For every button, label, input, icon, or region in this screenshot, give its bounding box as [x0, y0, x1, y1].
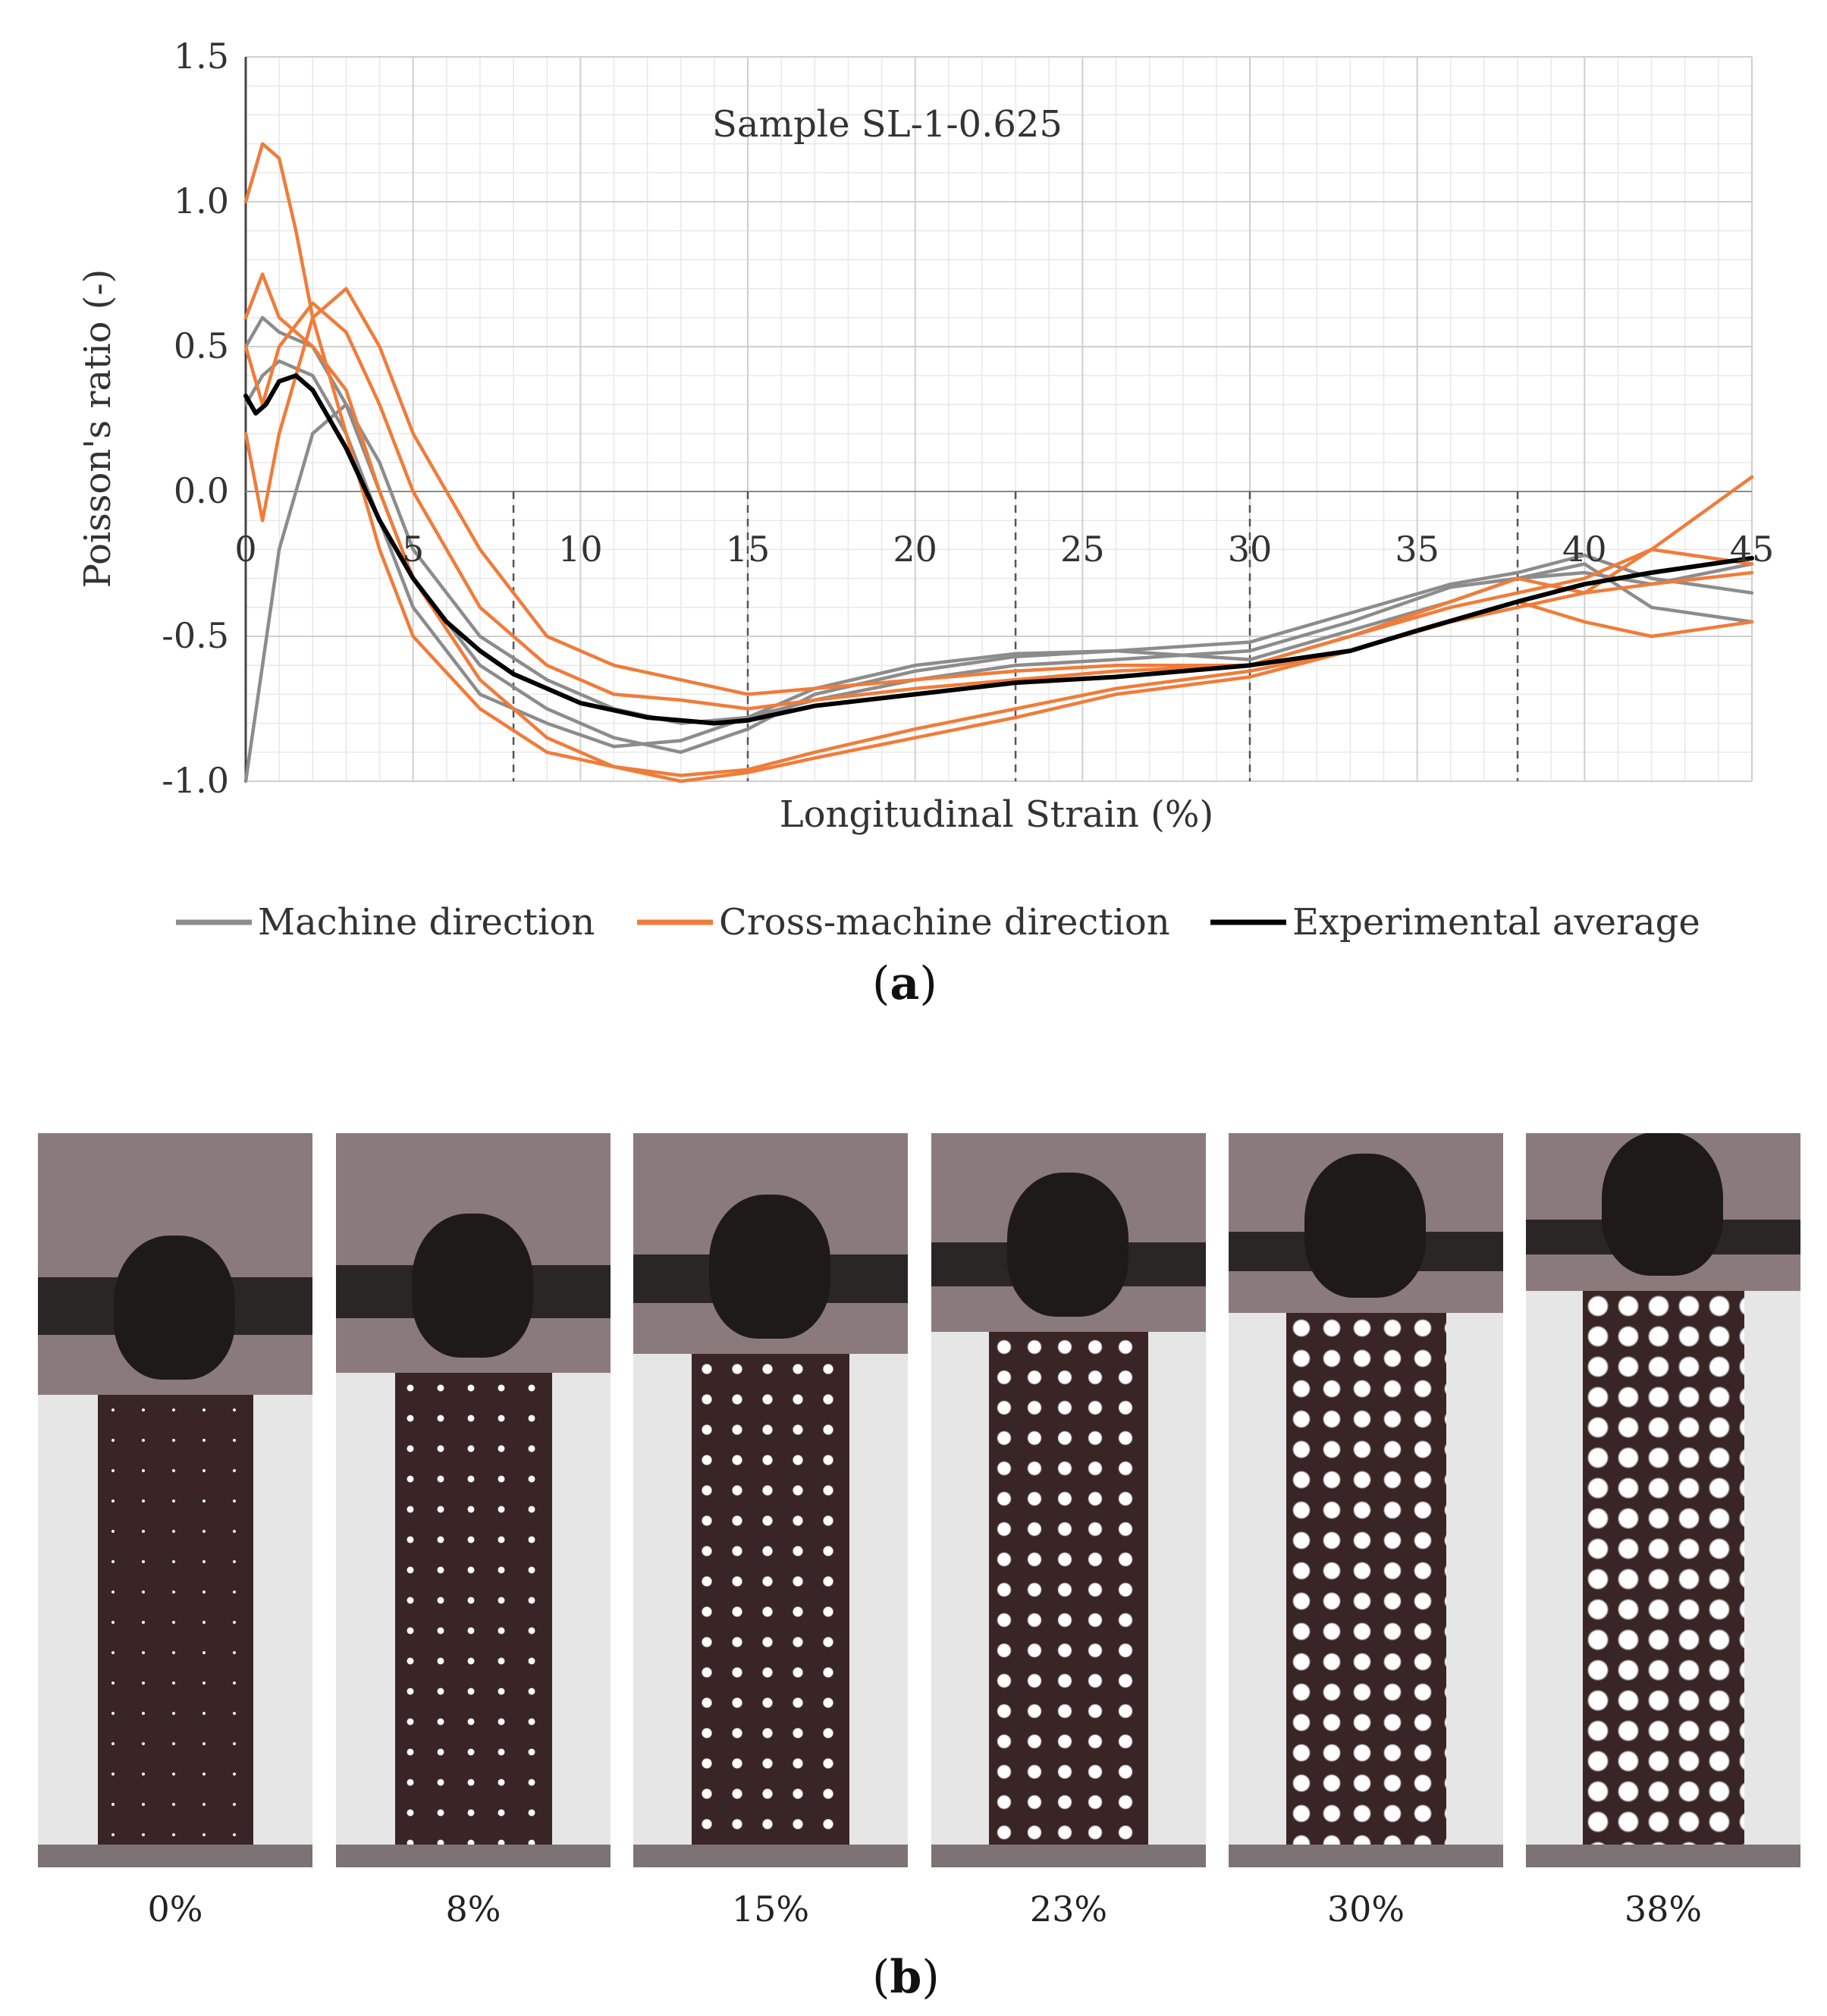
y-tick-label: 0.0	[174, 470, 229, 511]
series-line-cross-5	[243, 287, 1754, 696]
specimen-photo	[633, 1133, 908, 1867]
x-tick-label: 40	[1562, 529, 1607, 570]
photo-strain-caption: 38%	[1624, 1889, 1703, 1930]
photo-strain-caption: 30%	[1326, 1889, 1405, 1930]
legend-label-average: Experimental average	[1292, 901, 1700, 944]
auxetic-specimen	[1286, 1313, 1446, 1845]
series-line-cross-6	[243, 301, 1754, 711]
photo-strain-caption: 0%	[147, 1889, 203, 1930]
x-tick-label: 15	[726, 529, 771, 570]
specimen-photo	[1229, 1133, 1503, 1867]
y-tick-label: 1.5	[174, 36, 229, 77]
strain-reference-lines	[512, 491, 1519, 781]
bottom-grip	[1526, 1845, 1800, 1867]
bottom-grip	[633, 1845, 908, 1867]
specimen-photo	[38, 1133, 312, 1867]
x-tick-label: 30	[1228, 529, 1273, 570]
series-layer	[243, 142, 1754, 783]
series-line-cross-4	[243, 272, 1754, 783]
clamp-knob	[1304, 1154, 1426, 1298]
clamp-knob	[412, 1214, 533, 1358]
bottom-grip	[336, 1845, 611, 1867]
legend-label-machine: Machine direction	[258, 901, 595, 944]
series-line-average-7	[243, 373, 1754, 726]
x-tick-label: 25	[1060, 529, 1105, 570]
bottom-grip	[38, 1845, 312, 1867]
x-tick-label: 35	[1395, 529, 1439, 570]
legend-label-cross: Cross-machine direction	[719, 901, 1170, 944]
y-axis-title: Poisson's ratio (-)	[77, 269, 119, 589]
photo-strain-caption: 8%	[445, 1889, 501, 1930]
specimen-photo	[931, 1133, 1206, 1867]
panel-label-b: (b)	[872, 1951, 940, 2004]
auxetic-specimen	[98, 1395, 253, 1845]
bottom-grip	[931, 1845, 1206, 1867]
photo-strain-caption: 23%	[1029, 1889, 1108, 1930]
specimen-photo-strip: 0% 8% 15% 23% 30% 38%	[0, 1123, 1827, 1957]
x-axis-title: Longitudinal Strain (%)	[780, 793, 1214, 836]
major-grid	[244, 56, 1753, 782]
auxetic-specimen	[395, 1373, 552, 1845]
series-line-machine-2	[243, 359, 1754, 749]
clamp-knob	[114, 1236, 235, 1380]
y-tick-label: 0.5	[174, 325, 229, 366]
y-tick-label: -1.0	[162, 760, 229, 801]
clamp-knob	[709, 1195, 830, 1339]
specimen-photo	[1526, 1133, 1800, 1867]
x-tick-labels: 0 5 10 15 20 25 30 35 40 45	[234, 529, 1774, 570]
x-tick-label: 5	[402, 529, 424, 570]
poisson-ratio-chart: 1.51.00.50.0-0.5-1.0 0 5 10 15 20 25 30 35 40 45 …	[77, 36, 1774, 944]
x-tick-label: 45	[1730, 529, 1775, 570]
clamp-knob	[1602, 1133, 1723, 1276]
chart-title: Sample SL-1-0.625	[712, 103, 1063, 146]
bottom-grip	[1229, 1845, 1503, 1867]
y-tick-label: -0.5	[162, 615, 229, 656]
photo-strain-caption: 15%	[731, 1889, 810, 1930]
x-tick-label: 10	[558, 529, 603, 570]
auxetic-specimen	[1583, 1291, 1744, 1845]
minor-grid	[246, 57, 1752, 781]
specimen-photo	[336, 1133, 611, 1867]
y-tick-label: 1.0	[174, 181, 229, 221]
legend: Machine direction Cross-machine directio…	[176, 901, 1700, 944]
panel-label-a: (a)	[872, 957, 937, 1010]
y-tick-labels: 1.5 1.0 0.5 0.0 -0.5 -1.0	[162, 36, 229, 801]
auxetic-specimen	[989, 1332, 1148, 1845]
x-tick-label: 0	[234, 529, 256, 570]
auxetic-specimen	[692, 1354, 849, 1845]
clamp-knob	[1007, 1173, 1129, 1317]
x-tick-label: 20	[893, 529, 937, 570]
